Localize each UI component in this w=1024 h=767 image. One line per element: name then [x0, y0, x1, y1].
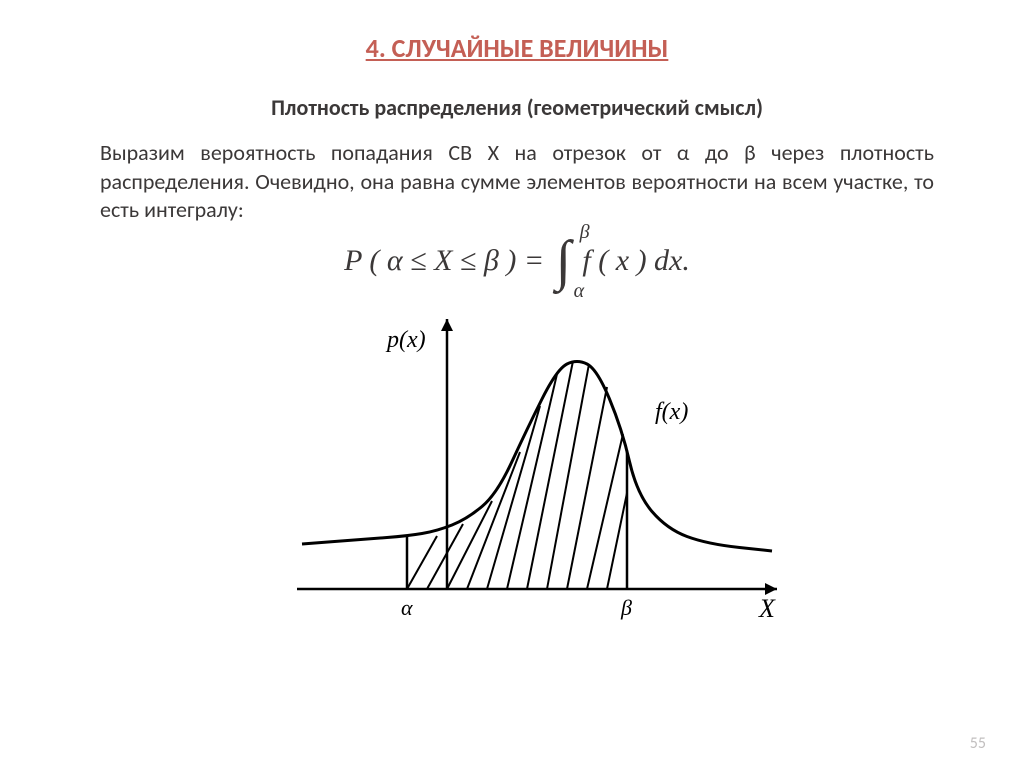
body-paragraph: Выразим вероятность попадания СВ X на от…: [100, 139, 934, 225]
formula-lhs: P ( α ≤ X ≤ β ) =: [344, 244, 544, 277]
svg-text:α: α: [401, 595, 413, 620]
density-chart: p(x) Xf(x) α β: [237, 299, 797, 629]
svg-text:β: β: [620, 595, 632, 620]
formula-rhs: f ( x ) dx.: [582, 244, 689, 277]
subtitle: Плотность распределения (геометрический …: [100, 94, 934, 121]
integral-symbol: β ∫ α: [556, 233, 571, 289]
page-title: 4. СЛУЧАЙНЫЕ ВЕЛИЧИНЫ: [100, 32, 934, 64]
svg-text:f(x): f(x): [655, 399, 688, 425]
svg-text:X: X: [758, 594, 776, 623]
svg-text:p(x): p(x): [385, 327, 426, 353]
formula-block: P ( α ≤ X ≤ β ) = β ∫ α f ( x ) dx.: [100, 233, 934, 289]
page-number: 55: [970, 734, 986, 753]
